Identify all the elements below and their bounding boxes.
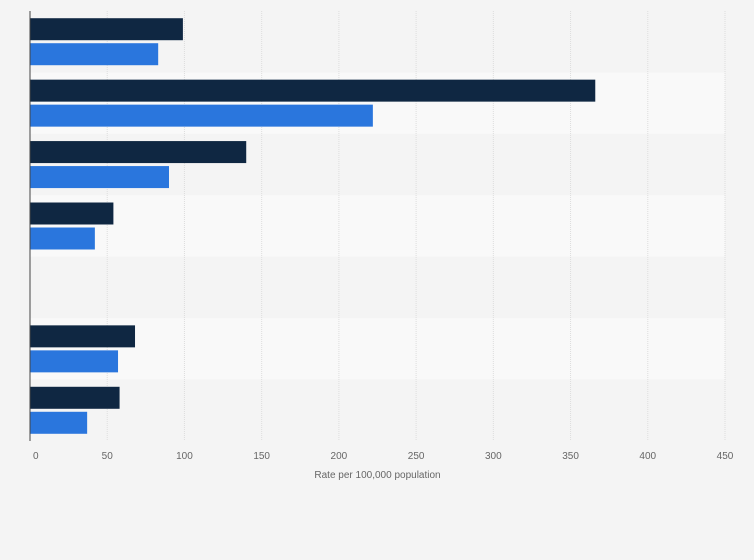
bar-row2-series1[interactable] [30,166,169,189]
x-tick-label-200: 200 [331,451,348,462]
x-axis-title: Rate per 100,000 population [314,470,440,481]
bar-row0-series0[interactable] [30,18,183,41]
x-tick-label-450: 450 [717,451,734,462]
x-tick-labels: 0 50 100 150 200 250 300 350 400 450 [33,451,734,462]
bar-row3-series1[interactable] [30,227,95,250]
bar-row6-series1[interactable] [30,411,88,434]
bar-row1-series1[interactable] [30,104,373,127]
x-tick-label-150: 150 [253,451,270,462]
bar-row5-series0[interactable] [30,325,136,348]
row-band-6 [30,379,725,441]
x-tick-label-0: 0 [33,451,39,462]
row-band-3 [30,195,725,257]
bar-row0-series1[interactable] [30,43,159,66]
row-bands [30,11,725,441]
bar-row6-series0[interactable] [30,386,120,409]
x-tick-label-400: 400 [639,451,656,462]
x-tick-label-50: 50 [102,451,114,462]
x-tick-label-300: 300 [485,451,502,462]
x-tick-label-100: 100 [176,451,193,462]
bar-row5-series1[interactable] [30,350,119,373]
x-tick-label-250: 250 [408,451,425,462]
bar-row1-series0[interactable] [30,79,596,102]
bars [30,18,596,434]
x-tick-label-350: 350 [562,451,579,462]
row-band-5 [30,318,725,380]
row-band-4 [30,256,725,319]
bar-row3-series0[interactable] [30,202,114,225]
bar-row2-series0[interactable] [30,141,247,164]
